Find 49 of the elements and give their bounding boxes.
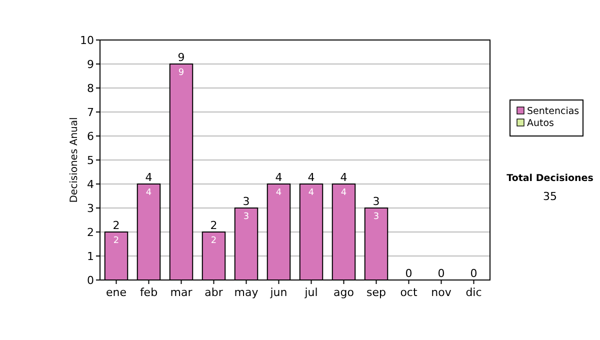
x-tick-label: mar [170,286,193,299]
data-label: 2 [113,236,120,246]
total-label: 4 [340,171,348,184]
total-label: 9 [178,51,185,64]
y-tick-label: 2 [87,226,94,239]
data-label: 3 [243,212,250,222]
x-tick-label: nov [431,286,452,299]
y-tick-label: 9 [87,58,94,71]
text: 35 [543,190,557,203]
x-tick-label: jul [304,286,318,299]
x-tick-label: may [234,286,259,299]
legend-label: Sentencias [527,106,580,117]
x-tick-label: sep [366,286,386,299]
data-label: 4 [340,188,347,198]
total-label: 4 [308,171,315,184]
x-tick-label: abr [204,286,224,299]
data-label: 2 [210,236,217,246]
data-label: 4 [276,188,282,198]
y-tick-label: 8 [87,82,94,95]
text: Total Decisiones [506,173,594,184]
legend-label: Autos [527,118,554,129]
y-tick-label: 0 [87,274,94,287]
y-tick-label: 3 [87,202,94,215]
x-tick-label: jun [269,286,288,299]
x-tick-label: ene [106,286,127,299]
y-tick-label: 7 [87,106,94,119]
data-label: 9 [178,68,184,78]
total-label: 2 [112,219,120,232]
total-label: 3 [372,195,380,208]
data-label: 4 [308,188,314,198]
y-axis-title: Decisiones Anual [69,117,80,203]
x-tick-label: dic [466,286,482,299]
total-label: 0 [470,267,478,280]
total-label: 0 [405,267,412,280]
y-tick-label: 1 [87,250,94,263]
y-tick-label: 6 [87,130,94,143]
total-label: 0 [438,267,445,280]
data-label: 3 [373,212,380,222]
x-tick-label: ago [334,286,354,299]
data-label: 4 [146,188,152,198]
total-label: 2 [210,219,218,232]
y-tick-label: 4 [87,178,94,191]
total-label: 3 [242,195,250,208]
y-tick-label: 10 [80,34,94,47]
y-tick-label: 5 [87,154,94,167]
x-tick-label: feb [140,286,158,299]
x-tick-label: oct [400,286,418,299]
total-label: 4 [145,171,152,184]
total-label: 4 [275,171,282,184]
